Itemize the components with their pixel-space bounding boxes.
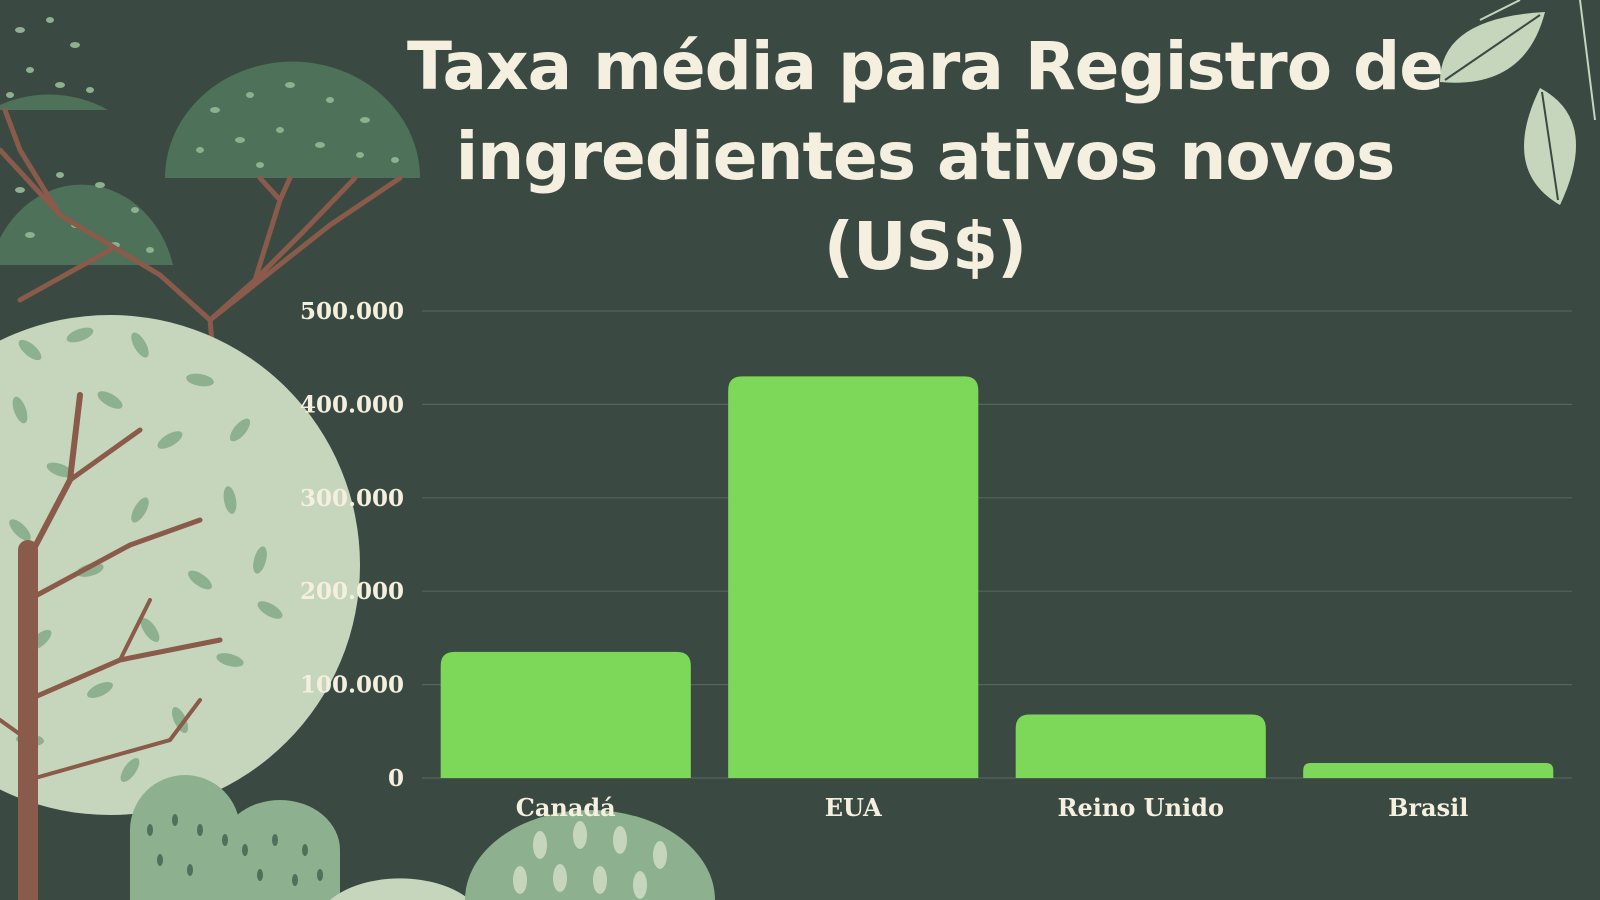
bar-canadá xyxy=(440,651,691,778)
bar-eua xyxy=(728,376,979,778)
x-tick-label: Canadá xyxy=(516,793,616,822)
leaves-top-right xyxy=(1440,0,1596,205)
y-tick-label: 400.000 xyxy=(300,391,404,418)
bars xyxy=(440,376,1554,778)
branches xyxy=(0,107,403,378)
bar-brasil xyxy=(1303,763,1554,778)
y-tick-label: 200.000 xyxy=(300,578,404,605)
y-tick-label: 300.000 xyxy=(300,485,404,512)
x-axis-ticks: Canadá EUA Reino Unido Brasil xyxy=(516,793,1469,822)
canopy-round xyxy=(0,315,360,815)
y-tick-label: 500.000 xyxy=(300,298,404,325)
y-axis-ticks: 0 100.000 200.000 300.000 400.000 500.000 xyxy=(300,298,404,792)
trunk xyxy=(0,392,223,900)
y-tick-label: 0 xyxy=(388,765,404,792)
y-tick-label: 100.000 xyxy=(300,672,404,699)
bushes xyxy=(130,775,715,900)
bar-reino-unido xyxy=(1015,714,1266,778)
grid xyxy=(422,310,1572,779)
canopy-top-left xyxy=(0,17,108,110)
x-tick-label: EUA xyxy=(825,793,882,822)
x-tick-label: Brasil xyxy=(1388,793,1468,822)
x-tick-label: Reino Unido xyxy=(1058,793,1224,822)
canopy-upper xyxy=(165,61,420,179)
chart-title: Taxa média para Registro de ingredientes… xyxy=(406,28,1444,285)
